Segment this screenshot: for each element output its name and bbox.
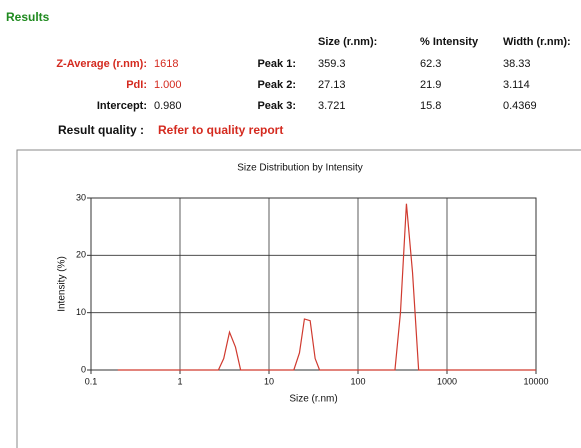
chart-frame [16, 149, 581, 448]
peak-cell: 3.114 [503, 79, 530, 91]
summary-label: Z-Average (r.nm): [56, 58, 147, 70]
column-header: % Intensity [420, 36, 479, 48]
chart-title: Size Distribution by Intensity [237, 163, 363, 174]
peak-label: Peak 2: [257, 79, 296, 91]
x-tick-label: 100 [350, 376, 365, 386]
x-axis-label: Size (r.nm) [289, 394, 337, 405]
x-tick-label: 10000 [523, 376, 548, 386]
quality-label: Result quality : [58, 123, 144, 137]
y-tick-label: 20 [76, 250, 86, 260]
summary-value: 1.000 [154, 79, 182, 91]
data-line [117, 203, 536, 371]
peak-cell: 0.4369 [503, 100, 537, 112]
quality-value: Refer to quality report [158, 123, 283, 137]
summary-label: PdI: [126, 79, 147, 91]
summary-value: 1618 [154, 58, 178, 70]
x-tick-label: 10 [264, 376, 274, 386]
peak-cell: 27.13 [318, 79, 346, 91]
column-header: Width (r.nm): [503, 36, 571, 48]
column-header: Size (r.nm): [318, 36, 377, 48]
y-tick-label: 0 [81, 364, 86, 374]
summary-label: Intercept: [97, 100, 147, 112]
title: Results [6, 10, 50, 24]
y-axis-label: Intensity (%) [57, 256, 68, 312]
peak-label: Peak 1: [257, 58, 296, 70]
peak-cell: 15.8 [420, 100, 441, 112]
peak-label: Peak 3: [257, 100, 296, 112]
y-tick-label: 10 [76, 307, 86, 317]
plot-frame [90, 197, 537, 371]
peak-cell: 3.721 [318, 100, 346, 112]
peak-cell: 38.33 [503, 58, 531, 70]
x-tick-label: 1000 [437, 376, 457, 386]
summary-value: 0.980 [154, 100, 182, 112]
peak-cell: 359.3 [318, 58, 346, 70]
peak-cell: 21.9 [420, 79, 441, 91]
peak-cell: 62.3 [420, 58, 441, 70]
x-tick-label: 0.1 [85, 376, 98, 386]
x-tick-label: 1 [177, 376, 182, 386]
y-tick-label: 30 [76, 192, 86, 202]
